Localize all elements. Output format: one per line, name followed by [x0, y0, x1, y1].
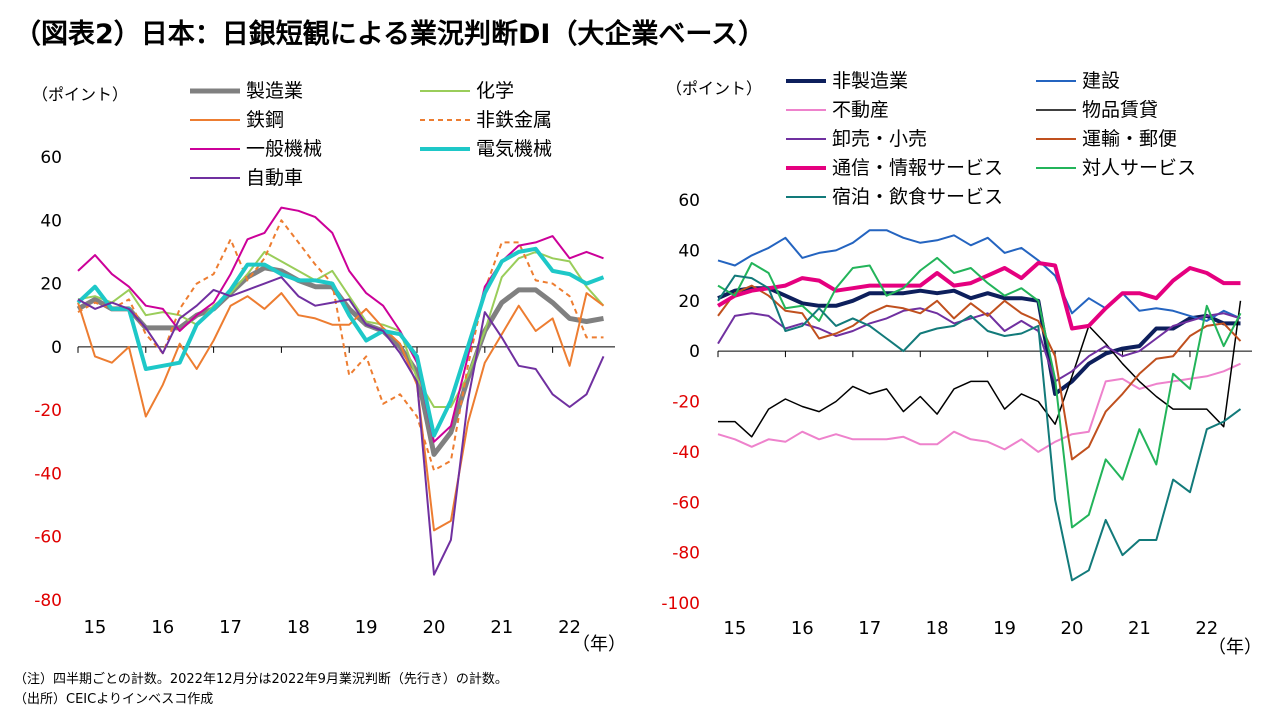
- series-line-6: [717, 284, 1242, 461]
- x-tick-label: 18: [926, 618, 949, 639]
- y-tick-label: 60: [40, 148, 62, 168]
- y-tick-label: -100: [661, 594, 700, 614]
- y-tick-label: 40: [678, 241, 700, 261]
- series-line-4: [718, 300, 1242, 438]
- x-axis-unit-label: （年）: [572, 634, 626, 655]
- series-line-3: [717, 362, 1241, 453]
- legend-label: 一般機械: [246, 138, 322, 160]
- y-tick-label: -60: [672, 493, 700, 513]
- legend-label: 通信・情報サービス: [832, 157, 1003, 179]
- x-tick-label: 20: [1061, 618, 1084, 639]
- x-tick-label: 20: [423, 617, 446, 638]
- series-line-8: [717, 256, 1242, 529]
- y-tick-label: 60: [678, 191, 700, 211]
- x-tick-label: 19: [355, 617, 378, 638]
- y-tick-label: 0: [51, 338, 62, 358]
- y-tick-label: -60: [34, 528, 62, 548]
- source-note: （出所）CEICよりインベスコ作成: [14, 692, 214, 707]
- y-tick-label: -80: [34, 591, 62, 611]
- y-tick-label: 40: [40, 211, 62, 231]
- x-tick-label: 16: [791, 618, 814, 639]
- x-tick-label: 22: [558, 617, 581, 638]
- series-line-6: [76, 246, 605, 438]
- x-tick-label: 17: [219, 617, 242, 638]
- legend-label: 建設: [1082, 70, 1120, 92]
- y-tick-label: 0: [689, 342, 700, 362]
- legend-label: 運輸・郵便: [1082, 128, 1177, 150]
- legend-label: 対人サービス: [1082, 157, 1196, 179]
- y-tick-label: -40: [672, 443, 700, 463]
- legend-label: 自動車: [246, 167, 303, 189]
- series-line-5: [717, 307, 1241, 383]
- y-axis-label: （ポイント）: [32, 85, 128, 104]
- legend-label: 非鉄金属: [476, 109, 552, 131]
- y-tick-label: -80: [672, 544, 700, 564]
- x-axis-unit-label: （年）: [1208, 637, 1262, 658]
- legend-label: 物品賃貸: [1082, 99, 1158, 121]
- legend-label: 卸売・小売: [832, 128, 927, 150]
- y-tick-label: -20: [34, 401, 62, 421]
- chart-manufacturing: （ポイント） （年） 60 40 20 0 -20 -40 -60 -80 15 16 17 18 19 20…: [32, 80, 626, 655]
- x-tick-label: 19: [993, 618, 1016, 639]
- legend-label: 非製造業: [832, 70, 908, 92]
- legend-label: 電気機械: [476, 138, 552, 160]
- x-tick-label: 15: [723, 618, 746, 639]
- x-tick-label: 18: [287, 617, 310, 638]
- legend-label: 宿泊・飲食サービス: [832, 186, 1003, 208]
- legend-label: 不動産: [832, 99, 889, 121]
- y-axis-label: （ポイント）: [666, 79, 762, 98]
- series-line-3: [77, 292, 605, 532]
- x-tick-label: 15: [83, 617, 106, 638]
- series-line-9: [717, 274, 1242, 582]
- legend-label: 鉄鋼: [246, 109, 284, 131]
- y-tick-label: -40: [34, 464, 62, 484]
- x-tick-label: 21: [490, 617, 513, 638]
- page-title: （図表2）日本：日銀短観による業況判断DI（大企業ベース）: [14, 19, 766, 50]
- series-line-1: [717, 286, 1241, 396]
- x-tick-label: 16: [151, 617, 174, 638]
- series-line-7: [77, 276, 605, 576]
- legend-label: 製造業: [246, 80, 303, 102]
- legend-label: 化学: [476, 80, 514, 102]
- x-tick-label: 21: [1128, 618, 1151, 639]
- series-line-7: [716, 261, 1241, 331]
- series-line-2: [717, 229, 1241, 322]
- y-tick-label: 20: [40, 275, 62, 295]
- x-tick-label: 17: [858, 618, 881, 639]
- y-tick-label: -20: [672, 393, 700, 413]
- series-line-5: [77, 206, 604, 443]
- footnote: （注）四半期ごとの計数。2022年12月分は2022年9月業況判断（先行き）の計…: [14, 672, 508, 687]
- x-tick-label: 22: [1195, 618, 1218, 639]
- y-tick-label: 20: [678, 292, 700, 312]
